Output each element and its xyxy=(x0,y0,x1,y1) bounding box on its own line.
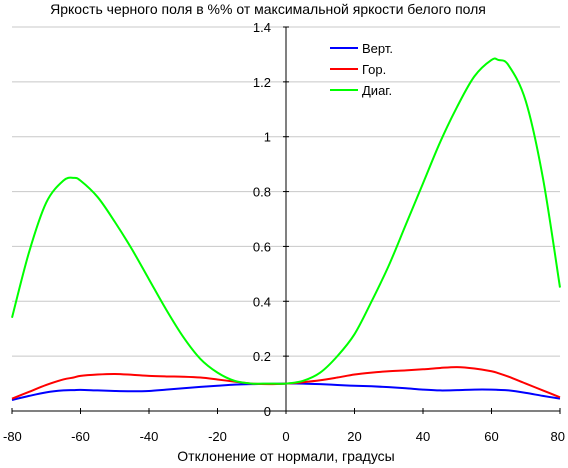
y-tick-label: 0.2 xyxy=(253,349,271,364)
legend-label: Диаг. xyxy=(362,83,392,98)
chart-title: Яркость черного поля в %% от максимально… xyxy=(50,1,486,17)
x-tick-label: -80 xyxy=(3,429,22,444)
x-tick-labels: -80 -60 -40 -20 0 20 40 60 80 xyxy=(3,408,565,444)
x-tick-label: 80 xyxy=(551,429,565,444)
x-tick-label: 0 xyxy=(282,429,289,444)
x-tick-label: -20 xyxy=(208,429,227,444)
legend-label: Верт. xyxy=(362,41,393,56)
y-tick-label: 0.4 xyxy=(253,294,271,309)
series-line-2 xyxy=(11,57,561,385)
x-tick-label: 60 xyxy=(484,429,498,444)
x-axis-label: Отклонение от нормали, градусы xyxy=(177,448,394,464)
y-tick-label: 0.8 xyxy=(253,185,271,200)
x-tick-label: -40 xyxy=(140,429,159,444)
x-tick-label: -60 xyxy=(71,429,90,444)
legend: Верт. Гор. Диаг. xyxy=(330,41,393,98)
axes xyxy=(12,27,560,412)
y-tick-label: 1.4 xyxy=(253,20,271,35)
y-tick-label: 0.6 xyxy=(253,239,271,254)
y-tick-label: 0 xyxy=(264,404,271,419)
x-tick-label: 40 xyxy=(416,429,430,444)
x-tick-label: 20 xyxy=(347,429,361,444)
y-tick-label: 1 xyxy=(264,130,271,145)
legend-label: Гор. xyxy=(362,62,386,77)
y-tick-labels: 0 0.2 0.4 0.6 0.8 1 1.2 1.4 xyxy=(253,20,289,419)
series-lines xyxy=(11,57,561,402)
y-tick-label: 1.2 xyxy=(253,75,271,90)
